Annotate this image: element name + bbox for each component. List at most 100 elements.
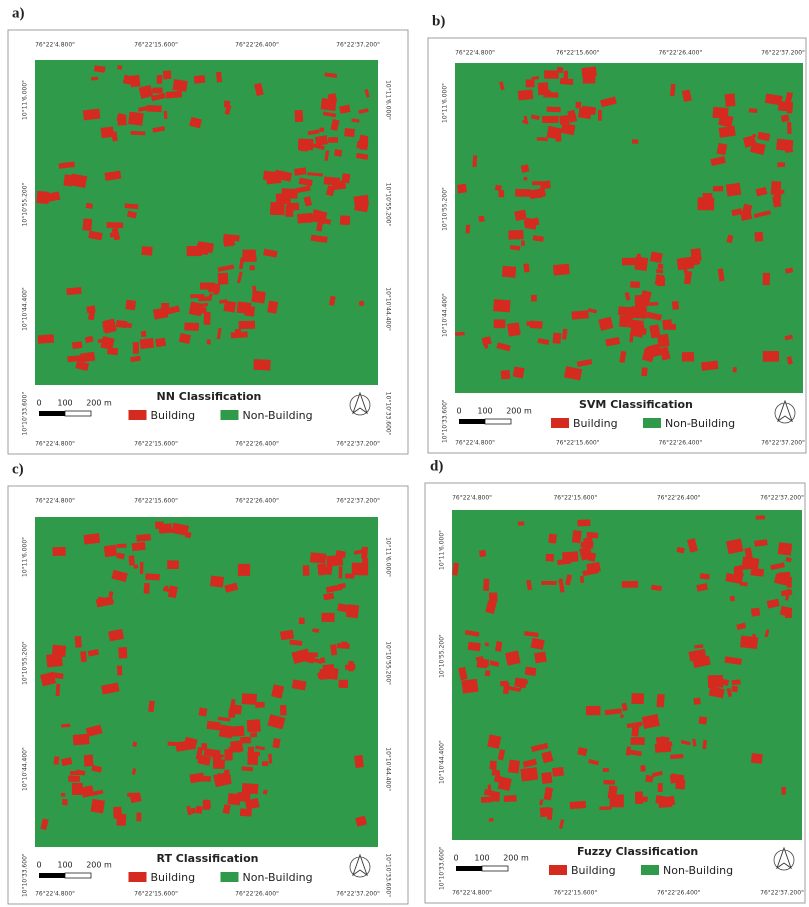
building-patch <box>580 576 584 583</box>
building-patch <box>262 761 268 766</box>
building-patch <box>576 102 582 109</box>
building-patch <box>173 79 188 92</box>
building-patch <box>466 225 471 234</box>
building-patch <box>468 642 481 651</box>
y-coordinate: 10°11'6.000" <box>22 537 29 577</box>
building-patch <box>658 264 663 269</box>
building-patch <box>285 205 293 217</box>
building-patch <box>83 218 93 231</box>
building-patch <box>310 552 326 564</box>
building-patch <box>242 693 257 705</box>
building-patch <box>749 108 758 113</box>
building-patch <box>38 334 54 343</box>
building-patch <box>240 808 252 816</box>
legend-swatch <box>221 872 239 882</box>
building-patch <box>523 263 529 272</box>
building-patch <box>698 716 707 724</box>
building-patch <box>133 342 139 354</box>
legend-label: Building <box>571 864 616 877</box>
building-patch <box>202 801 211 809</box>
building-patch <box>525 218 538 230</box>
building-patch <box>128 112 144 126</box>
building-patch <box>771 181 781 192</box>
building-patch <box>732 679 741 685</box>
building-patch <box>339 566 343 578</box>
building-patch <box>250 732 257 737</box>
legend-swatch <box>551 418 569 428</box>
building-patch <box>213 759 225 769</box>
building-patch <box>675 779 685 789</box>
x-coordinate: 76°22'4.800" <box>452 890 492 897</box>
y-coordinate: 10°10'33.600" <box>385 392 392 436</box>
building-patch <box>140 562 144 574</box>
building-patch <box>520 767 538 781</box>
building-patch <box>631 737 645 745</box>
building-patch <box>776 139 793 152</box>
x-coordinate: 76°22'4.800" <box>455 440 495 447</box>
building-patch <box>144 583 150 594</box>
building-patch <box>560 78 573 85</box>
map-panel: a)76°22'4.800"76°22'4.800"76°22'15.600"7… <box>8 5 408 454</box>
building-patch <box>740 636 758 650</box>
building-patch <box>541 581 556 585</box>
building-patch <box>164 586 169 592</box>
building-patch <box>339 680 349 688</box>
map-area <box>455 63 803 393</box>
building-patch <box>196 244 208 255</box>
building-patch <box>604 780 615 785</box>
building-patch <box>498 190 504 197</box>
scale-label: 200 m <box>503 854 529 863</box>
scale-label: 100 <box>474 854 489 863</box>
building-patch <box>341 642 347 647</box>
building-patch <box>572 530 582 543</box>
building-patch <box>75 636 82 648</box>
building-patch <box>218 273 229 285</box>
y-coordinate: 10°11'6.000" <box>385 80 392 120</box>
building-patch <box>750 568 764 577</box>
building-patch <box>185 532 192 539</box>
building-patch <box>116 814 126 826</box>
building-patch <box>515 189 531 197</box>
building-patch <box>129 555 135 565</box>
building-patch <box>500 681 508 686</box>
building-patch <box>270 208 283 214</box>
building-patch <box>541 772 552 784</box>
scale-bar <box>65 873 91 878</box>
building-patch <box>656 694 664 707</box>
building-patch <box>117 665 122 675</box>
building-patch <box>136 813 141 822</box>
map-panel: d)76°22'4.800"76°22'4.800"76°22'15.600"7… <box>425 458 809 903</box>
legend-label: Building <box>151 871 196 884</box>
legend-swatch <box>129 410 147 420</box>
building-patch <box>457 184 467 194</box>
building-patch <box>315 135 328 146</box>
x-coordinate: 76°22'15.600" <box>553 890 597 897</box>
building-patch <box>763 351 779 362</box>
building-patch <box>141 331 147 337</box>
y-coordinate: 10°11'6.000" <box>385 537 392 577</box>
building-patch <box>480 659 489 667</box>
building-patch <box>620 714 623 717</box>
y-coordinate: 10°10'55.200" <box>22 641 29 685</box>
building-patch <box>581 67 596 78</box>
building-patch <box>478 216 484 223</box>
building-patch <box>553 264 570 276</box>
building-patch <box>587 552 596 562</box>
x-coordinate: 76°22'26.400" <box>235 891 279 898</box>
panel-label: b) <box>432 13 445 29</box>
building-patch <box>61 793 65 797</box>
building-patch <box>68 776 80 782</box>
building-patch <box>198 707 207 716</box>
building-patch <box>570 801 586 809</box>
map-panel: c)76°22'4.800"76°22'4.800"76°22'15.600"7… <box>8 461 408 904</box>
building-patch <box>672 301 679 310</box>
building-patch <box>248 747 254 754</box>
building-patch <box>552 767 564 777</box>
building-patch <box>83 533 100 544</box>
scale-label: 200 m <box>86 399 112 408</box>
building-patch <box>272 738 280 748</box>
building-patch <box>531 295 537 302</box>
building-patch <box>167 560 179 569</box>
y-coordinate: 10°11'6.000" <box>439 530 446 570</box>
building-patch <box>201 776 210 782</box>
